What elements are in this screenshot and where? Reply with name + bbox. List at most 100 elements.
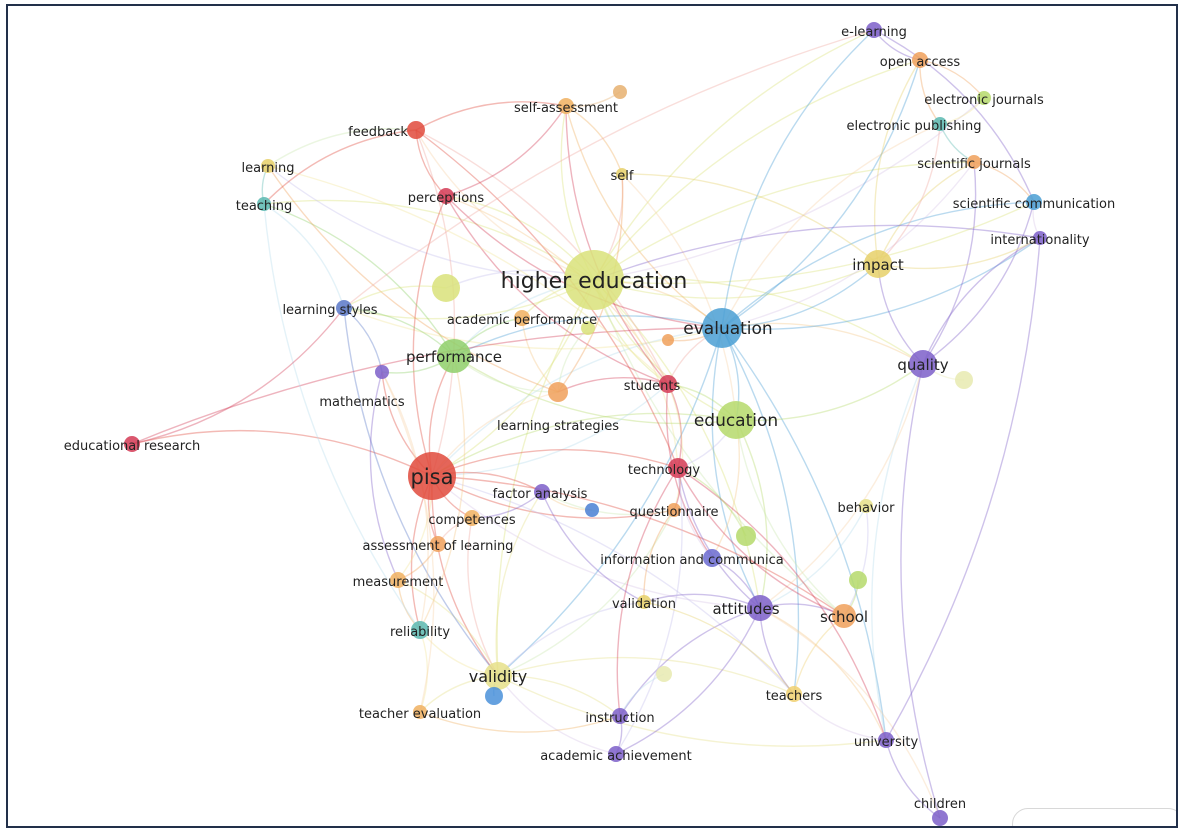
node-learning[interactable]: [261, 159, 275, 173]
label-self-assessment[interactable]: self-assessment: [514, 101, 618, 116]
node-open-access[interactable]: [912, 52, 928, 68]
label-school[interactable]: school: [820, 608, 868, 626]
map-control-widget[interactable]: [1012, 808, 1176, 826]
label-questionnaire[interactable]: questionnaire: [629, 505, 718, 520]
node-pisa[interactable]: [408, 452, 456, 500]
label-feedback[interactable]: feedback: [348, 125, 408, 140]
label-impact[interactable]: impact: [852, 256, 904, 274]
node-educational-research[interactable]: [124, 436, 140, 452]
node-measurement[interactable]: [390, 572, 406, 588]
label-academic-performance[interactable]: academic performance: [447, 313, 597, 328]
node-unlabeled-i[interactable]: [656, 666, 672, 682]
node-students[interactable]: [659, 375, 677, 393]
node-reliability[interactable]: [411, 621, 429, 639]
label-validity[interactable]: validity: [469, 667, 528, 686]
label-reliability[interactable]: reliability: [390, 625, 450, 640]
label-attitudes[interactable]: attitudes: [712, 600, 779, 618]
label-education[interactable]: education: [694, 411, 778, 431]
node-academic-performance[interactable]: [514, 310, 530, 326]
label-technology[interactable]: technology: [628, 463, 700, 478]
label-evaluation[interactable]: evaluation: [683, 319, 772, 339]
node-unlabeled-f[interactable]: [585, 503, 599, 517]
label-students[interactable]: students: [624, 379, 681, 394]
label-validation[interactable]: validation: [612, 597, 676, 612]
node-mathematics[interactable]: [375, 365, 389, 379]
node-education[interactable]: [717, 401, 755, 439]
node-evaluation[interactable]: [702, 308, 742, 348]
label-self[interactable]: self: [611, 169, 634, 184]
node-unlabeled-g[interactable]: [662, 334, 674, 346]
node-unlabeled-e[interactable]: [736, 526, 756, 546]
label-higher-education[interactable]: higher education: [501, 269, 688, 294]
node-learning-styles[interactable]: [336, 300, 352, 316]
node-electronic-publishing[interactable]: [933, 117, 947, 131]
node-e-learning[interactable]: [866, 22, 882, 38]
label-learning-strategies[interactable]: learning strategies: [497, 419, 619, 434]
node-teacher-evaluation[interactable]: [413, 705, 427, 719]
node-feedback[interactable]: [407, 121, 425, 139]
label-teachers[interactable]: teachers: [766, 689, 823, 704]
label-perceptions[interactable]: perceptions: [408, 191, 485, 206]
label-teaching[interactable]: teaching: [236, 199, 293, 214]
node-self[interactable]: [616, 168, 628, 180]
node-self-assessment[interactable]: [558, 98, 574, 114]
node-behavior[interactable]: [859, 499, 873, 513]
label-quality[interactable]: quality: [897, 356, 948, 374]
node-competences[interactable]: [464, 510, 480, 526]
node-questionnaire[interactable]: [667, 503, 681, 517]
node-performance[interactable]: [437, 339, 471, 373]
node-technology[interactable]: [668, 458, 688, 478]
node-unlabeled-a[interactable]: [432, 274, 460, 302]
keyword-cooccurrence-network[interactable]: higher education evaluation education pisa p…: [8, 6, 1178, 828]
node-scientific-communication[interactable]: [1026, 194, 1042, 210]
node-unlabeled-b[interactable]: [613, 85, 627, 99]
label-pisa[interactable]: pisa: [411, 465, 454, 489]
label-measurement[interactable]: measurement: [353, 575, 444, 590]
label-teacher-evaluation[interactable]: teacher evaluation: [359, 707, 481, 722]
label-educational-research[interactable]: educational research: [64, 439, 200, 454]
node-unlabeled-d[interactable]: [955, 371, 973, 389]
label-electronic-journals[interactable]: electronic journals: [924, 93, 1044, 108]
node-perceptions[interactable]: [438, 188, 454, 204]
node-electronic-journals[interactable]: [977, 91, 991, 105]
label-scientific-communication[interactable]: scientific communication: [953, 197, 1115, 212]
label-assessment-of-learning[interactable]: assessment of learning: [363, 539, 514, 554]
node-factor-analysis[interactable]: [534, 484, 550, 500]
label-performance[interactable]: performance: [406, 348, 502, 366]
node-learning-strategies[interactable]: [548, 382, 568, 402]
label-learning[interactable]: learning: [241, 161, 294, 176]
label-open-access[interactable]: open access: [880, 55, 961, 70]
node-academic-achievement[interactable]: [608, 746, 624, 762]
label-academic-achievement[interactable]: academic achievement: [540, 749, 692, 764]
node-university[interactable]: [878, 732, 894, 748]
label-mathematics[interactable]: mathematics: [319, 395, 404, 410]
label-factor-analysis[interactable]: factor analysis: [493, 487, 588, 502]
node-quality[interactable]: [909, 350, 937, 378]
node-assessment-of-learning[interactable]: [430, 536, 446, 552]
label-scientific-journals[interactable]: scientific journals: [917, 157, 1031, 172]
label-internationality[interactable]: internationality: [990, 233, 1089, 248]
node-teaching[interactable]: [257, 197, 271, 211]
node-validation[interactable]: [637, 595, 651, 609]
node-instruction[interactable]: [612, 708, 628, 724]
label-electronic-publishing[interactable]: electronic publishing: [846, 119, 981, 134]
node-unlabeled-h[interactable]: [849, 571, 867, 589]
node-impact[interactable]: [864, 250, 892, 278]
node-teachers[interactable]: [786, 686, 802, 702]
label-competences[interactable]: competences: [428, 513, 515, 528]
label-learning-styles[interactable]: learning styles: [282, 303, 377, 318]
label-behavior[interactable]: behavior: [837, 501, 895, 516]
label-university[interactable]: university: [854, 735, 919, 750]
label-information-and-communica[interactable]: information and communica: [600, 553, 783, 568]
node-children[interactable]: [932, 810, 948, 826]
node-internationality[interactable]: [1033, 231, 1047, 245]
node-validity[interactable]: [484, 662, 512, 690]
node-higher-education[interactable]: [564, 250, 624, 310]
node-unlabeled-j[interactable]: [485, 687, 503, 705]
node-school[interactable]: [832, 604, 856, 628]
node-attitudes[interactable]: [747, 595, 773, 621]
label-children[interactable]: children: [914, 797, 966, 812]
node-information-and-communica[interactable]: [703, 549, 721, 567]
label-instruction[interactable]: instruction: [585, 711, 654, 726]
node-unlabeled-c[interactable]: [581, 321, 595, 335]
